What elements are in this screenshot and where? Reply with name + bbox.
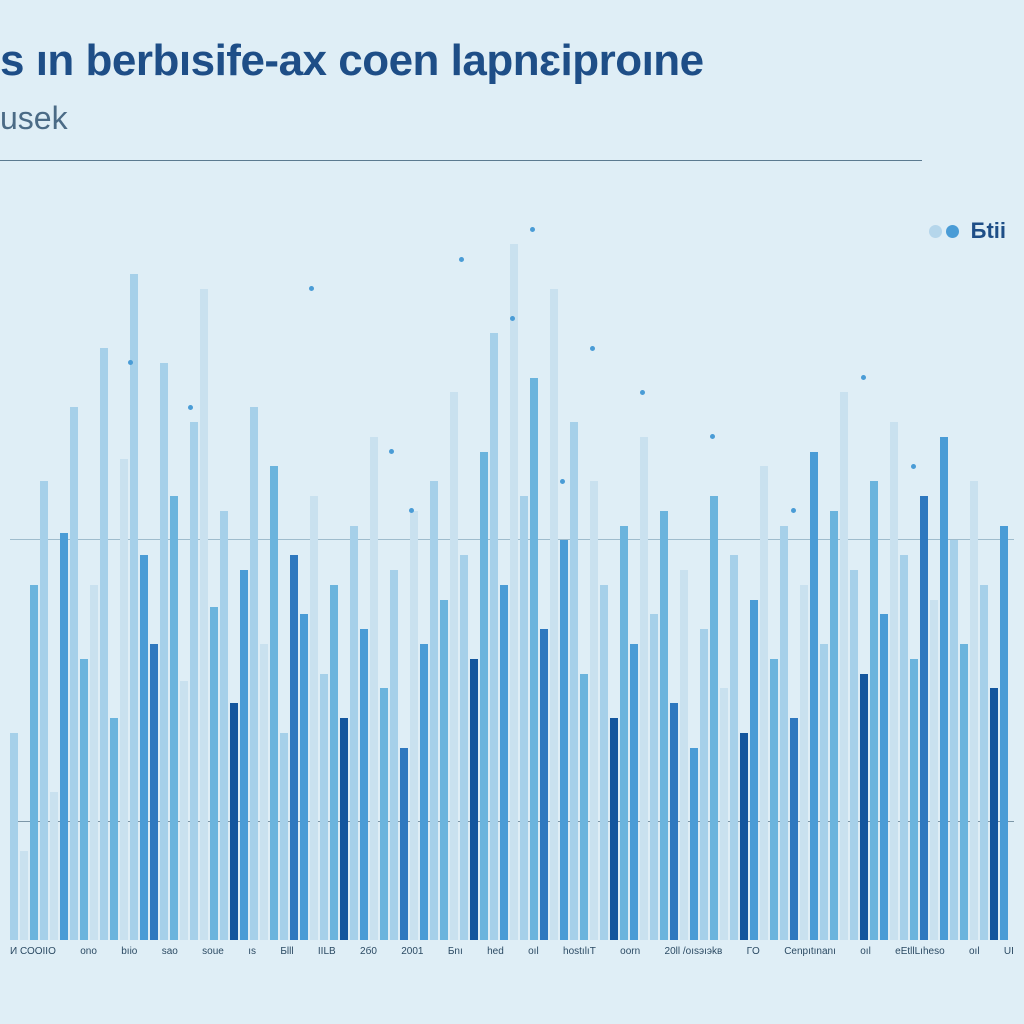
x-axis-label: soue bbox=[202, 946, 224, 957]
x-axis-label: hostılıT bbox=[563, 946, 596, 957]
x-axis-label: IILB bbox=[318, 946, 336, 957]
x-axis-label: eEtllLıheso bbox=[895, 946, 944, 957]
plot-area bbox=[10, 200, 1014, 940]
scatter-point bbox=[560, 479, 565, 484]
x-axis-label: oorn bbox=[620, 946, 640, 957]
x-axis-label: ono bbox=[80, 946, 97, 957]
scatter-point bbox=[791, 508, 796, 513]
x-axis-label: UI bbox=[1004, 946, 1014, 957]
scatter-point bbox=[590, 346, 595, 351]
x-axis-label: Бlll bbox=[280, 946, 293, 957]
x-axis-label: ıs bbox=[248, 946, 256, 957]
scatter-point bbox=[409, 508, 414, 513]
x-axis-label: 2001 bbox=[401, 946, 423, 957]
x-axis-label: Cenpıtınanı bbox=[784, 946, 836, 957]
scatter-point bbox=[188, 405, 193, 410]
scatter-point bbox=[389, 449, 394, 454]
x-axis-label: oıl bbox=[528, 946, 539, 957]
x-axis-label: 20ll /oısэıэkв bbox=[665, 946, 723, 957]
scatter-point bbox=[530, 227, 535, 232]
x-axis-label: И СОOIIО bbox=[10, 946, 56, 957]
x-axis-label: sao bbox=[162, 946, 178, 957]
chart-canvas: s ın berbısife-ax coen lapnɛiproıne usek… bbox=[0, 0, 1024, 1024]
header-divider bbox=[0, 160, 922, 161]
scatter-layer bbox=[10, 200, 1014, 940]
x-axis-label: hed bbox=[487, 946, 504, 957]
scatter-point bbox=[510, 316, 515, 321]
x-axis-label: 2б0 bbox=[360, 946, 377, 957]
x-axis-label: Бnı bbox=[448, 946, 463, 957]
x-axis-label: oıl bbox=[969, 946, 980, 957]
scatter-point bbox=[911, 464, 916, 469]
chart-subtitle: usek bbox=[0, 100, 68, 137]
x-axis: И СОOIIО ono bıio sao soue ıs Бlll IILB 2б0 2001 Б… bbox=[10, 946, 1014, 986]
x-axis-label: ГO bbox=[747, 946, 760, 957]
scatter-point bbox=[710, 434, 715, 439]
x-axis-label: oıl bbox=[860, 946, 871, 957]
x-axis-label: bıio bbox=[121, 946, 137, 957]
chart-title: s ın berbısife-ax coen lapnɛiproıne bbox=[0, 36, 704, 86]
scatter-point bbox=[128, 360, 133, 365]
scatter-point bbox=[459, 257, 464, 262]
scatter-point bbox=[309, 286, 314, 291]
scatter-point bbox=[640, 390, 645, 395]
scatter-point bbox=[861, 375, 866, 380]
